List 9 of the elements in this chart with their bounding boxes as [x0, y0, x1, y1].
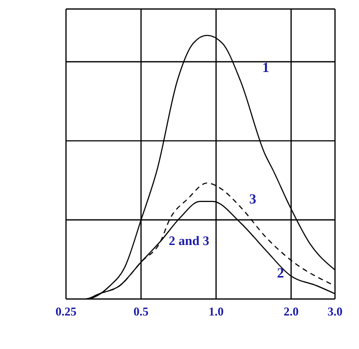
x-tick-label: 3.0	[328, 304, 342, 319]
annotation: 2 and 3	[168, 233, 210, 248]
x-tick-label: 0.5	[134, 304, 149, 319]
series-label: 1	[262, 61, 270, 76]
series-label: 2	[276, 266, 284, 282]
x-tick-label: 2.0	[284, 304, 299, 319]
x-tick-label: 0.25	[56, 304, 76, 319]
x-tick-label: 1.0	[208, 304, 224, 319]
series-label: 3	[249, 192, 256, 208]
